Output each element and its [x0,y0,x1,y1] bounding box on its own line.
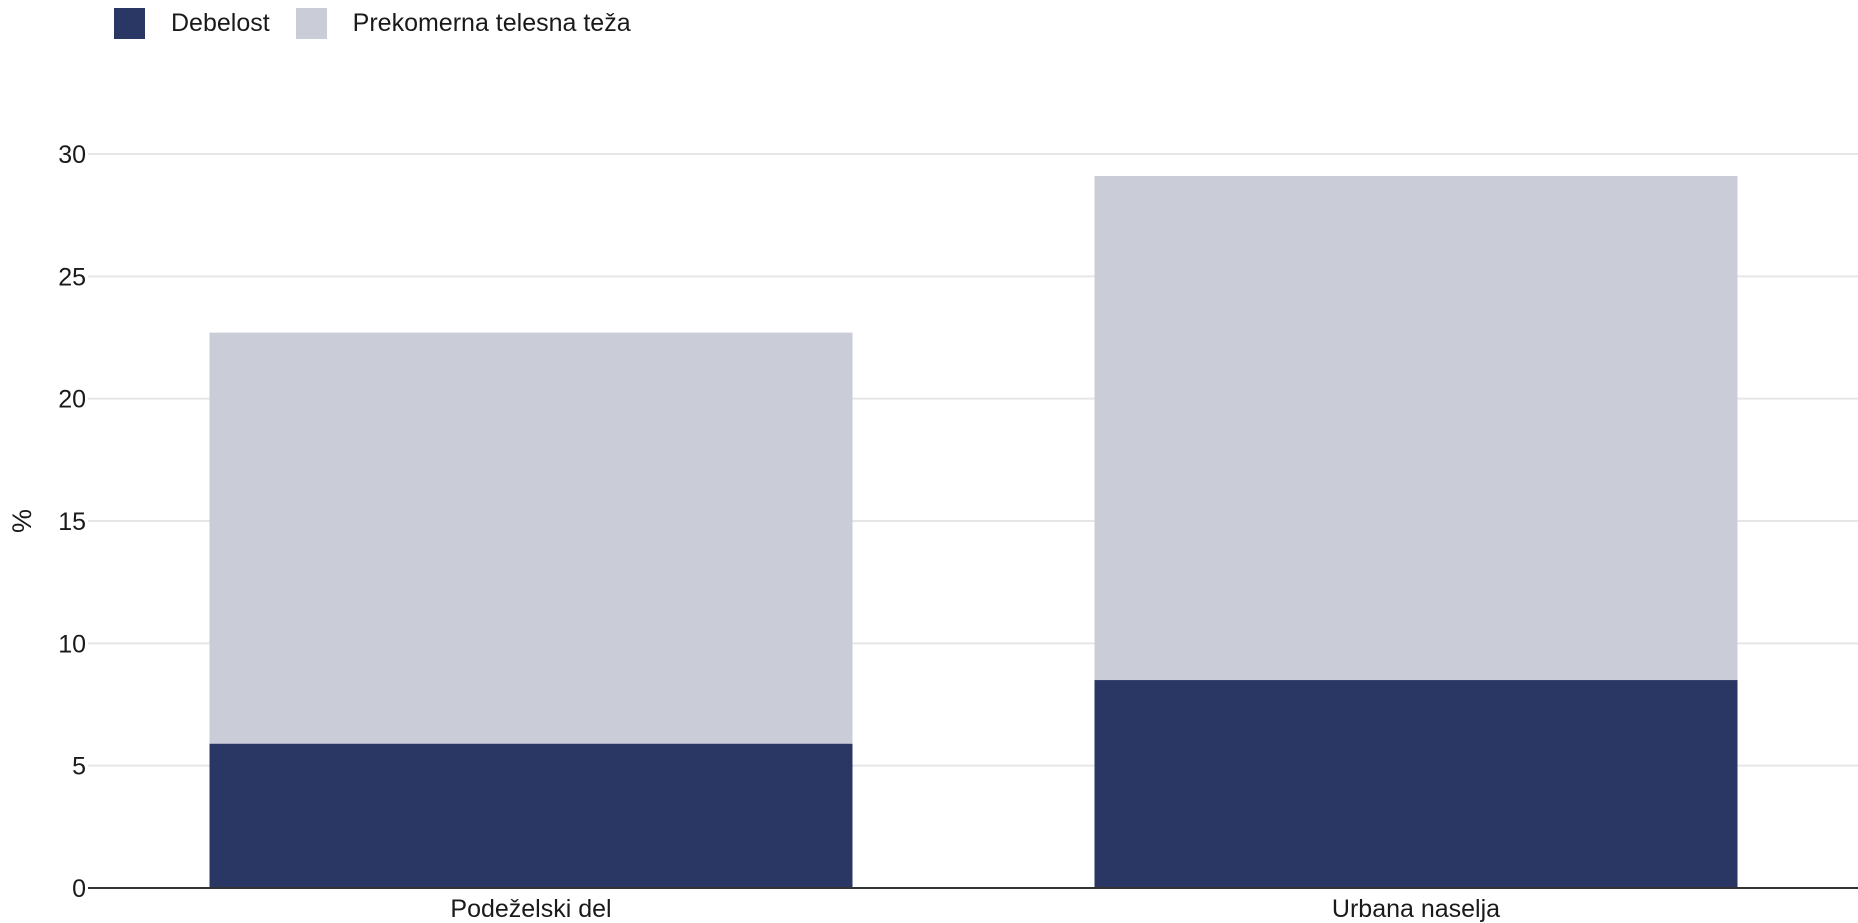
bar-debelost-podezelski-del[interactable] [209,743,853,888]
y-axis-label: % [7,509,37,533]
legend-swatch-prekomerna-telesna-teza [295,8,327,39]
bar-debelost-urbana-naselja[interactable] [1094,680,1738,888]
chart-legend: Debelost Prekomerna telesna teža [114,8,657,39]
bar-marks [209,176,1738,888]
legend-item-prekomerna-telesna-teza[interactable]: Prekomerna telesna teža [295,8,631,39]
y-tick-label-30: 30 [58,141,86,169]
y-tick-label-5: 5 [72,753,86,781]
y-tick-label-10: 10 [58,630,86,658]
bar-prekomerna-telesna-teza-urbana-naselja[interactable] [1094,176,1738,681]
bar-prekomerna-telesna-teza-podezelski-del[interactable] [209,332,853,744]
legend-label-debelost: Debelost [171,9,270,37]
y-tick-label-25: 25 [58,263,86,291]
y-tick-label-20: 20 [58,386,86,414]
y-tick-label-15: 15 [58,508,86,536]
x-tick-label-urbana-naselja: Urbana naselja [1332,895,1500,923]
legend-label-prekomerna-telesna-teza: Prekomerna telesna teža [352,9,631,37]
legend-swatch-debelost [114,8,145,39]
legend-item-debelost[interactable]: Debelost [114,8,270,39]
axes: 0 5 10 15 20 25 30 Podeželski del Urbana naselja… [7,141,1858,923]
y-tick-label-0: 0 [72,875,86,903]
x-tick-label-podezelski-del: Podeželski del [450,895,611,923]
